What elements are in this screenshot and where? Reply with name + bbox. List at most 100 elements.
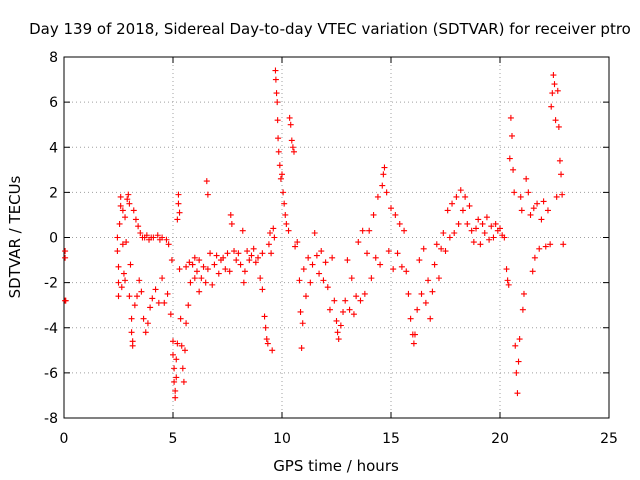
data-point — [353, 293, 360, 300]
data-points — [62, 67, 567, 401]
data-point — [150, 234, 157, 241]
data-point — [548, 103, 555, 110]
data-point — [62, 297, 69, 304]
data-point — [551, 81, 558, 88]
data-point — [560, 241, 567, 248]
data-point — [226, 268, 233, 275]
data-point — [299, 320, 306, 327]
data-point — [534, 200, 541, 207]
data-point — [340, 308, 347, 315]
data-point — [62, 254, 69, 261]
data-point — [172, 387, 179, 394]
data-point — [388, 205, 394, 212]
data-point — [290, 148, 297, 155]
data-point — [531, 254, 538, 261]
data-point — [250, 245, 257, 252]
data-point — [466, 202, 473, 209]
data-point — [559, 191, 566, 198]
x-tick-label: 15 — [382, 431, 400, 447]
data-point — [128, 315, 135, 322]
data-point — [520, 290, 527, 297]
data-point — [171, 378, 178, 385]
y-tick-label: -8 — [44, 411, 58, 427]
data-point — [119, 207, 126, 214]
data-point — [511, 189, 518, 196]
data-point — [525, 189, 532, 196]
data-point — [416, 257, 423, 264]
data-point — [117, 193, 124, 200]
data-point — [174, 340, 181, 347]
data-point — [530, 205, 537, 212]
data-point — [143, 232, 150, 239]
data-point — [381, 164, 388, 171]
data-point — [193, 268, 200, 275]
data-point — [136, 277, 143, 284]
data-point — [329, 254, 336, 261]
data-point — [252, 259, 259, 266]
data-point — [114, 248, 121, 255]
data-point — [364, 250, 371, 257]
data-point — [405, 290, 412, 297]
data-point — [191, 254, 198, 261]
data-point — [504, 277, 511, 284]
data-point — [326, 306, 333, 313]
data-point — [196, 288, 203, 295]
data-point — [154, 232, 161, 239]
data-point — [453, 193, 460, 200]
data-point — [322, 259, 329, 266]
data-point — [262, 324, 269, 331]
data-point — [117, 202, 124, 209]
x-tick-label: 20 — [491, 431, 509, 447]
data-point — [122, 214, 129, 221]
data-point — [127, 261, 134, 268]
data-point — [119, 241, 126, 248]
data-point — [183, 263, 190, 270]
data-point — [549, 90, 556, 97]
axis-ticks: 0 5 10 15 20 25 -8 -6 -4 -2 0 2 4 6 8 — [44, 50, 618, 447]
data-point — [287, 121, 294, 128]
data-point — [191, 275, 198, 282]
data-point — [204, 266, 211, 273]
data-point — [523, 175, 530, 182]
data-point — [337, 322, 344, 329]
data-point — [170, 351, 176, 358]
data-point — [547, 241, 554, 248]
data-point — [481, 229, 488, 236]
data-point — [228, 220, 235, 227]
data-point — [486, 236, 493, 243]
data-point — [366, 227, 373, 234]
data-point — [178, 342, 185, 349]
data-point — [320, 277, 327, 284]
data-point — [120, 270, 127, 277]
data-point — [550, 72, 557, 79]
data-point — [174, 216, 181, 223]
data-point — [435, 275, 442, 282]
data-point — [183, 320, 190, 327]
data-point — [181, 347, 188, 354]
data-point — [556, 157, 563, 164]
data-point — [227, 211, 234, 218]
data-point — [159, 275, 166, 282]
data-point — [396, 220, 403, 227]
data-point — [276, 162, 283, 169]
data-point — [383, 189, 390, 196]
data-point — [515, 358, 522, 365]
data-point — [173, 356, 180, 363]
data-point — [115, 279, 122, 286]
data-point — [257, 275, 264, 282]
data-point — [187, 279, 194, 286]
data-point — [503, 266, 510, 273]
data-point — [149, 295, 156, 302]
data-point — [475, 216, 482, 223]
data-point — [135, 223, 142, 230]
data-point — [513, 369, 520, 376]
data-point — [555, 123, 562, 130]
data-point — [418, 290, 425, 297]
data-point — [331, 297, 338, 304]
data-point — [177, 315, 184, 322]
data-point — [272, 76, 279, 83]
data-point — [483, 214, 490, 221]
data-point — [449, 200, 456, 207]
data-point — [488, 223, 495, 230]
